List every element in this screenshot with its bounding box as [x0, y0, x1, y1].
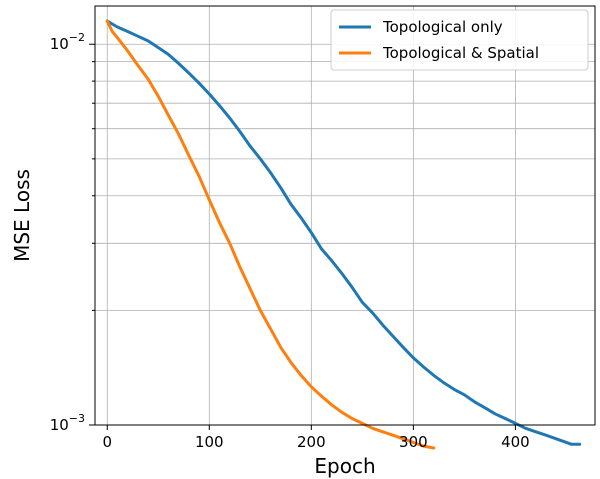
plot-frame: [94, 5, 596, 426]
legend: Topological only Topological & Spatial: [330, 9, 589, 71]
y-axis-label: MSE Loss: [10, 169, 34, 262]
legend-label-topological-spatial: Topological & Spatial: [382, 44, 539, 62]
x-tick-label: 400: [501, 433, 530, 451]
x-tick-label: 100: [195, 433, 224, 451]
axis-ticks: 0 100 200 300 400 10−3 10−2: [50, 31, 530, 451]
y-tick-label: 10−3: [50, 412, 85, 434]
legend-label-topological-only: Topological only: [382, 18, 503, 36]
series-lines: [105, 19, 582, 450]
y-tick-label: 10−2: [50, 31, 85, 53]
series-line-1: [105, 19, 436, 450]
x-tick-label: 0: [102, 433, 112, 451]
x-tick-label: 200: [297, 433, 326, 451]
x-tick-label: 300: [399, 433, 428, 451]
series-line-0: [105, 19, 582, 446]
x-axis-label: Epoch: [314, 454, 375, 478]
legend-box: [330, 9, 589, 71]
